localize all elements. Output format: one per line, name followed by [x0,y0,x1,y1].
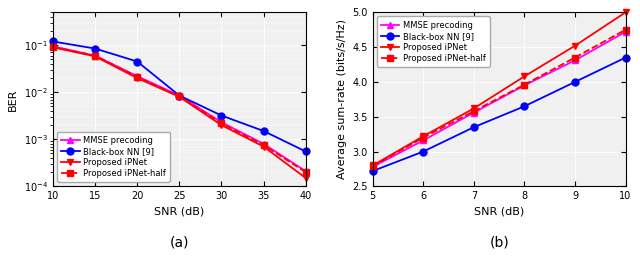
X-axis label: SNR (dB): SNR (dB) [474,207,524,217]
Proposed iPNet-half [49,45,57,48]
Proposed iPNet-half [520,83,528,86]
Proposed iPNet [571,44,579,47]
Black-box NN [9] [470,126,477,129]
Line: Proposed iPNet-half: Proposed iPNet-half [50,44,308,175]
Black-box NN [9] [520,105,528,108]
Legend: MMSE precoding, Black-box NN [9], Proposed iPNet, Proposed iPNet-half: MMSE precoding, Black-box NN [9], Propos… [57,132,170,182]
Black-box NN [9] [419,150,427,153]
Line: Proposed iPNet-half: Proposed iPNet-half [370,27,628,169]
Line: Black-box NN [9]: Black-box NN [9] [369,54,629,174]
MMSE precoding [302,169,310,173]
MMSE precoding [260,142,268,146]
Proposed iPNet [419,135,427,138]
MMSE precoding [49,45,57,48]
Proposed iPNet-half [470,110,477,113]
Proposed iPNet-half [260,144,268,147]
X-axis label: SNR (dB): SNR (dB) [154,207,204,217]
Proposed iPNet [260,145,268,148]
Black-box NN [9] [218,114,225,117]
Black-box NN [9] [571,80,579,84]
Text: (b): (b) [489,235,509,249]
MMSE precoding [175,94,183,97]
Proposed iPNet [520,75,528,78]
Y-axis label: Average sum-rate (bits/s/Hz): Average sum-rate (bits/s/Hz) [337,19,347,179]
Line: MMSE precoding: MMSE precoding [369,28,629,170]
Proposed iPNet-half [92,54,99,57]
Proposed iPNet [621,11,629,14]
Proposed iPNet [369,164,376,167]
MMSE precoding [520,84,528,87]
Line: MMSE precoding: MMSE precoding [49,43,309,175]
Proposed iPNet-half [369,165,376,168]
Proposed iPNet-half [571,56,579,59]
Black-box NN [9] [621,56,629,59]
Proposed iPNet [92,55,99,58]
Proposed iPNet-half [218,122,225,125]
Line: Black-box NN [9]: Black-box NN [9] [49,38,309,155]
Proposed iPNet [175,95,183,98]
MMSE precoding [92,54,99,57]
Line: Proposed iPNet: Proposed iPNet [49,44,309,181]
Line: Proposed iPNet: Proposed iPNet [369,9,629,169]
Proposed iPNet-half [419,136,427,139]
Proposed iPNet [470,107,477,110]
Black-box NN [9] [302,150,310,153]
MMSE precoding [419,139,427,142]
Proposed iPNet-half [621,28,629,31]
Y-axis label: BER: BER [8,88,19,110]
Proposed iPNet [218,123,225,127]
Proposed iPNet [302,176,310,180]
Proposed iPNet-half [302,171,310,174]
Black-box NN [9] [175,94,183,97]
MMSE precoding [369,165,376,168]
Black-box NN [9] [369,169,376,173]
Text: (a): (a) [170,235,189,249]
MMSE precoding [470,111,477,114]
Proposed iPNet [49,46,57,49]
Proposed iPNet-half [133,76,141,79]
Black-box NN [9] [133,60,141,63]
MMSE precoding [621,30,629,34]
Black-box NN [9] [260,129,268,132]
Proposed iPNet-half [175,95,183,98]
Proposed iPNet [133,77,141,80]
Black-box NN [9] [92,47,99,50]
MMSE precoding [571,59,579,62]
MMSE precoding [133,74,141,78]
Legend: MMSE precoding, Black-box NN [9], Proposed iPNet, Proposed iPNet-half: MMSE precoding, Black-box NN [9], Propos… [377,16,490,67]
MMSE precoding [218,121,225,124]
Black-box NN [9] [49,40,57,43]
